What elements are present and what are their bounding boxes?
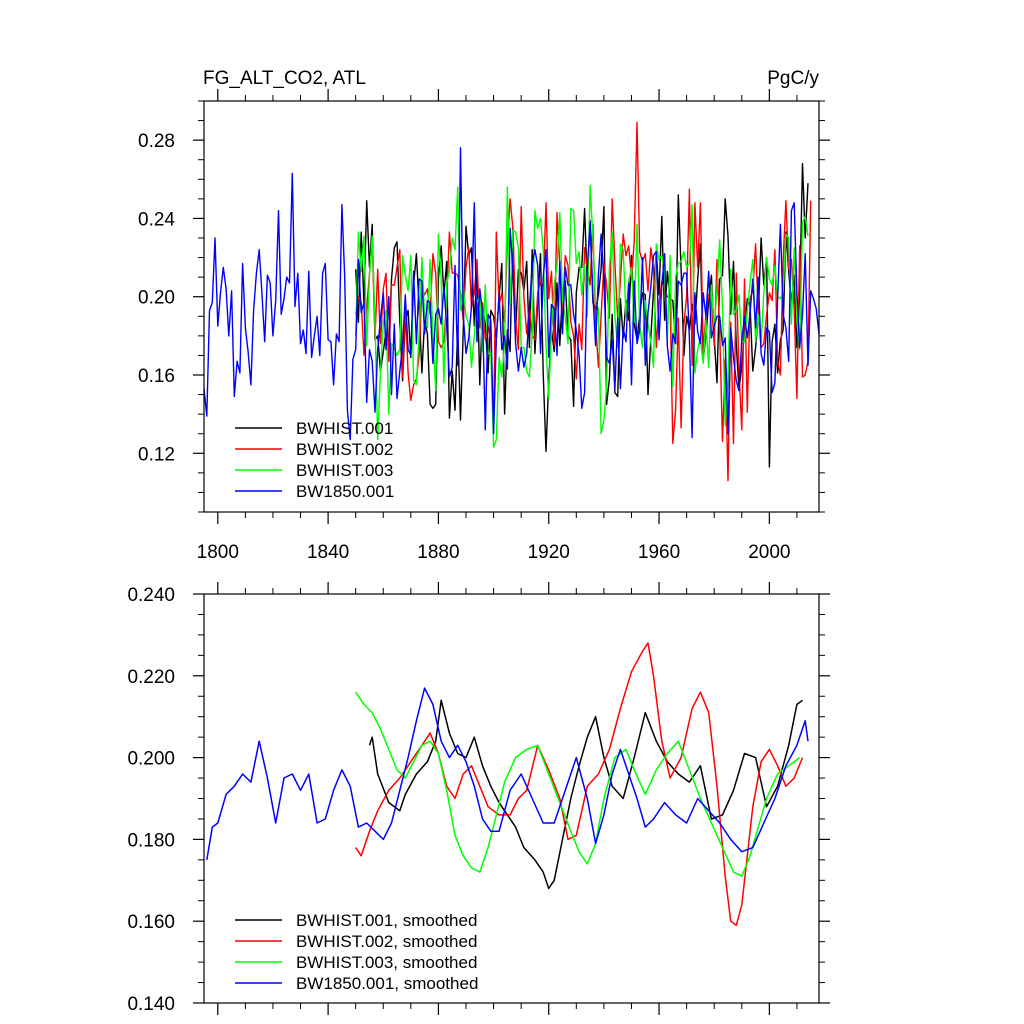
x-tick-label: 1920 [528,542,570,563]
y-tick-label: 0.160 [127,912,175,933]
chart-title: FG_ALT_CO2, ATL [203,68,366,89]
series-line-1 [355,642,804,927]
series-line-3 [203,147,820,441]
legend-label: BWHIST.001, smoothed [296,911,477,930]
legend-label: BWHIST.001 [296,419,393,438]
legend-label: BW1850.001 [296,482,394,501]
series-line-0 [355,162,809,468]
top-panel: 0.12 0.16 0.20 0.24 0.28 1800 1840 1880 1920 1960… [138,89,830,563]
x-tick-label: 2000 [748,542,790,563]
y-tick-label: 0.16 [138,366,175,387]
legend-label: BWHIST.002 [296,440,393,459]
legend-label: BW1850.001, smoothed [296,974,478,993]
legend-label: BWHIST.003 [296,461,393,480]
legend-label: BWHIST.003, smoothed [296,953,477,972]
x-tick-label: 1800 [197,542,239,563]
legend-label: BWHIST.002, smoothed [296,932,477,951]
x-tick-label: 1960 [638,542,680,563]
y-tick-label: 0.200 [127,749,175,770]
y-tick-label: 0.140 [127,994,175,1015]
y-tick-label: 0.12 [138,444,175,465]
bottom-panel: 0.140 0.160 0.180 0.200 0.220 0.240 BWHIST.001… [127,582,830,1015]
y-tick-label: 0.20 [138,288,175,309]
series-line-0 [368,699,803,890]
y-tick-label: 0.28 [138,131,175,152]
series-line-3 [206,687,809,861]
plot-frame [203,100,820,513]
x-tick-label: 1840 [307,542,349,563]
y-tick-label: 0.240 [127,585,175,606]
units-label: PgC/y [767,68,819,89]
y-tick-label: 0.180 [127,830,175,851]
series-line-2 [355,691,801,877]
y-tick-label: 0.220 [127,667,175,688]
series-line-2 [355,184,809,449]
y-tick-label: 0.24 [138,209,175,230]
x-tick-label: 1880 [417,542,459,563]
